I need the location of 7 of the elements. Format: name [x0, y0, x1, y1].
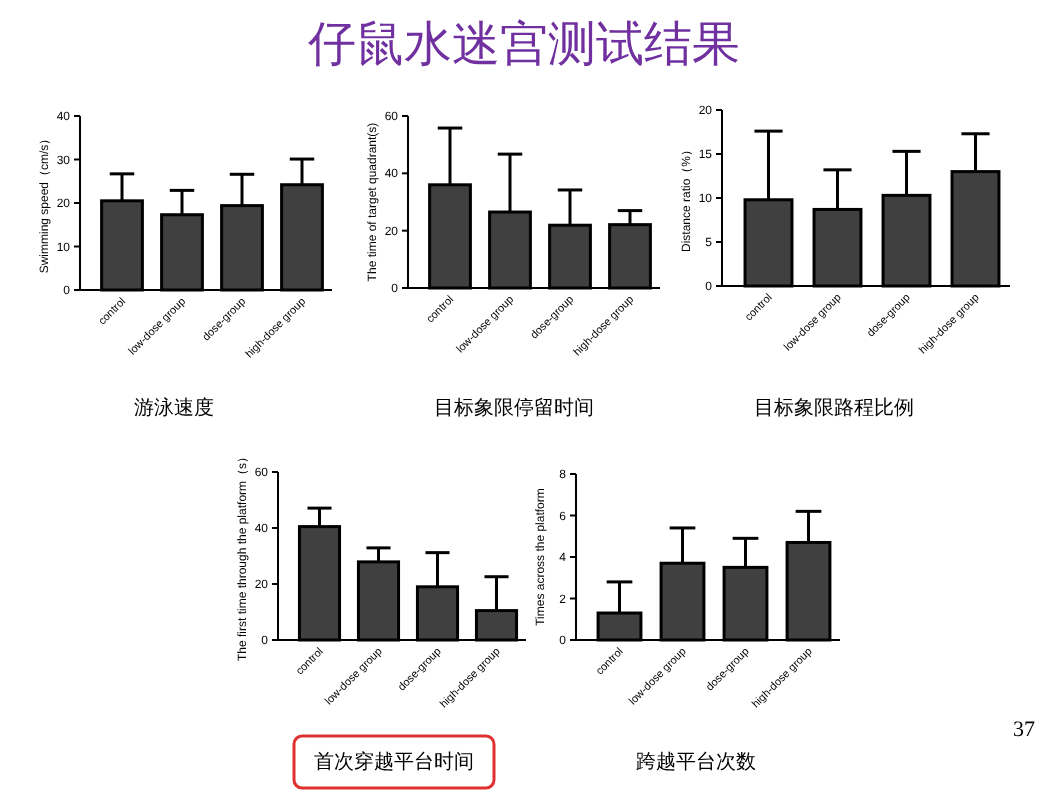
chart-title: 仔鼠水迷宫测试结果	[308, 18, 740, 72]
text: 37	[1013, 718, 1036, 742]
x-axis-title: 跨越平台次数	[636, 750, 756, 774]
x-axis-title: 游泳速度	[134, 396, 214, 420]
x-axis-title: 目标象限停留时间	[434, 396, 594, 420]
x-axis-title: 首次穿越平台时间	[314, 750, 474, 774]
x-axis-title: 目标象限路程比例	[754, 396, 914, 420]
